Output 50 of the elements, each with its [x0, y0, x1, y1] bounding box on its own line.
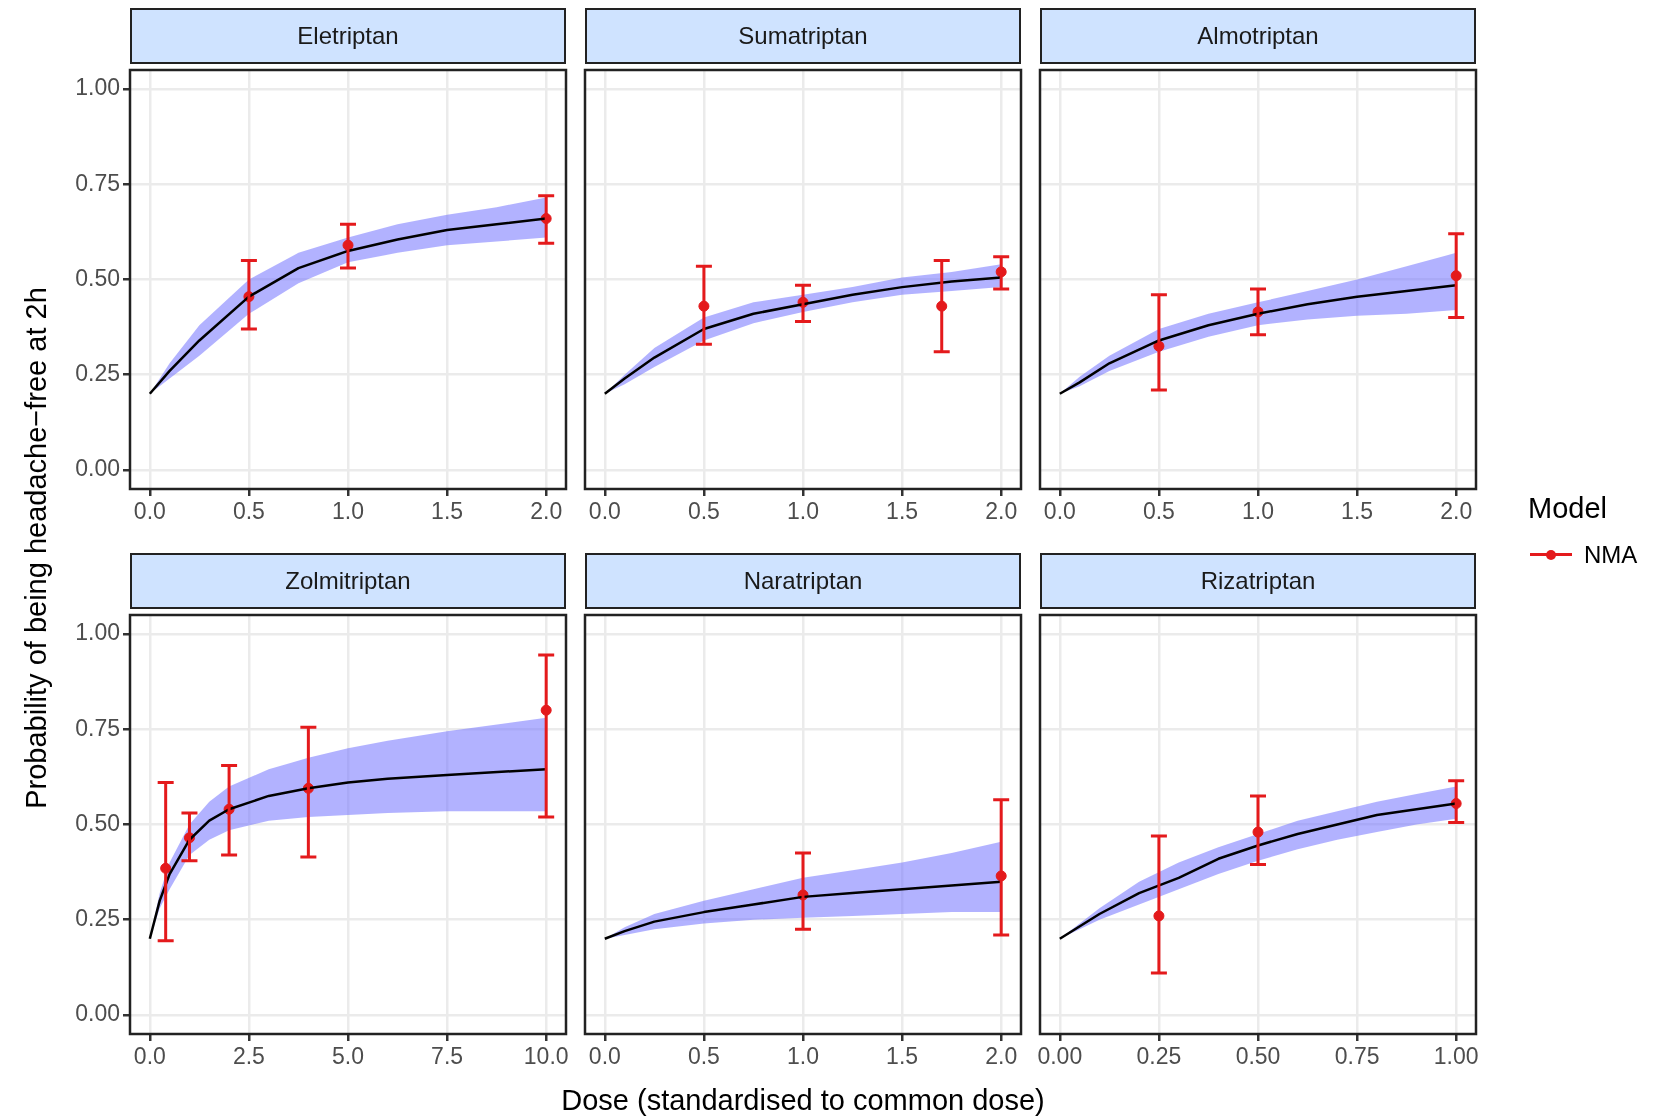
x-tick-label: 0.5 [687, 1043, 720, 1070]
x-tick-label: 0.5 [687, 498, 720, 525]
chart-title: Naratriptan [585, 553, 1021, 609]
x-tick-label: 1.5 [431, 498, 464, 525]
y-tick-label: 0.50 [75, 809, 120, 836]
x-tick-label: 10.0 [523, 1043, 569, 1070]
x-tick-label: 1.5 [886, 1043, 919, 1070]
x-tick-label: 0.5 [232, 498, 265, 525]
y-tick-label: 0.25 [75, 905, 120, 932]
legend-label: NMA [1584, 541, 1638, 569]
x-tick-label: 2.0 [530, 498, 563, 525]
x-tick-label: 0.5 [1142, 498, 1175, 525]
y-tick-label: 0.50 [75, 264, 120, 291]
x-tick-label: 2.0 [1440, 498, 1473, 525]
chart-title: Rizatriptan [1040, 553, 1476, 609]
legend-title: Model [1528, 492, 1608, 525]
x-tick-label: 0.25 [1136, 1043, 1182, 1070]
x-tick-label: 1.0 [1242, 498, 1274, 525]
y-tick-label: 0.25 [75, 360, 120, 387]
x-tick-label: 1.00 [1433, 1043, 1479, 1070]
x-axis-title: Dose (standardised to common dose) [561, 1083, 1045, 1117]
x-tick-label: 1.0 [332, 498, 364, 525]
x-tick-label: 1.0 [787, 498, 819, 525]
y-tick-label: 0.75 [75, 714, 120, 741]
chart-title: Almotriptan [1040, 8, 1476, 64]
x-tick-label: 0.0 [1043, 498, 1076, 525]
x-tick-label: 0.75 [1334, 1043, 1380, 1070]
x-tick-label: 0.0 [588, 1043, 621, 1070]
x-tick-label: 0.0 [588, 498, 621, 525]
chart-title: Sumatriptan [585, 8, 1021, 64]
y-tick-label: 1.00 [75, 619, 120, 646]
x-tick-label: 5.0 [332, 1043, 364, 1070]
x-tick-label: 7.5 [431, 1043, 464, 1070]
x-tick-label: 2.0 [985, 498, 1018, 525]
x-tick-label: 0.0 [133, 1043, 166, 1070]
chart-title: Zolmitriptan [130, 553, 566, 609]
x-tick-label: 2.0 [985, 1043, 1018, 1070]
y-axis-title: Probability of being headache−free at 2h [19, 287, 53, 809]
chart-title: Eletriptan [130, 8, 566, 64]
x-tick-label: 1.0 [787, 1043, 819, 1070]
y-tick-label: 1.00 [75, 74, 120, 101]
x-tick-label: 0.00 [1037, 1043, 1083, 1070]
x-tick-label: 1.5 [1341, 498, 1374, 525]
x-tick-label: 2.5 [232, 1043, 265, 1070]
x-tick-label: 1.5 [886, 498, 919, 525]
y-tick-label: 0.00 [75, 455, 120, 482]
x-tick-label: 0.50 [1235, 1043, 1281, 1070]
y-tick-label: 0.00 [75, 1000, 120, 1027]
y-tick-label: 0.75 [75, 169, 120, 196]
x-tick-label: 0.0 [133, 498, 166, 525]
